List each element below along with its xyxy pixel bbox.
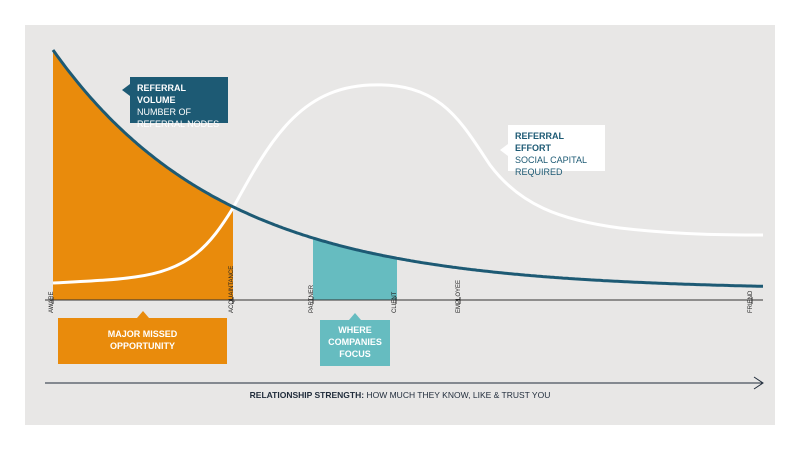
stage-label: CLIENT	[392, 291, 398, 313]
callout-subtitle: NUMBER OF REFERRAL NODES	[137, 107, 220, 129]
pointer	[137, 311, 149, 318]
pointer	[349, 313, 361, 320]
missed-label: MAJOR MISSED OPPORTUNITY	[58, 318, 227, 364]
effort-curve	[52, 83, 764, 285]
ticks	[52, 297, 753, 304]
stage-label: ACQUAINTANCE	[229, 265, 235, 313]
pointer	[500, 144, 508, 156]
effort-callout: REFERRAL EFFORT SOCIAL CAPITAL REQUIRED	[508, 125, 605, 177]
focus-area	[313, 238, 397, 300]
focus-label: WHERE COMPANIES FOCUS	[320, 320, 390, 366]
stage-label: FRIEND	[748, 290, 754, 313]
callout-title: REFERRAL EFFORT	[515, 131, 564, 153]
arrow-head	[753, 376, 764, 390]
caption-text: HOW MUCH THEY KNOW, LIKE & TRUST YOU	[366, 390, 551, 400]
stage-label: AWARE	[49, 291, 55, 313]
volume-callout: REFERRAL VOLUME NUMBER OF REFERRAL NODES	[130, 77, 228, 129]
missed-area	[53, 50, 233, 300]
caption: RELATIONSHIP STRENGTH: HOW MUCH THEY KNO…	[0, 390, 800, 400]
callout-title: REFERRAL VOLUME	[137, 83, 186, 105]
stage-label: PARTNER	[309, 284, 315, 313]
pointer	[122, 84, 130, 96]
stage-label: EMPLOYEE	[456, 279, 462, 313]
caption-bold: RELATIONSHIP STRENGTH:	[249, 390, 365, 400]
volume-curve	[51, 49, 763, 288]
callout-subtitle: SOCIAL CAPITAL REQUIRED	[515, 155, 587, 177]
